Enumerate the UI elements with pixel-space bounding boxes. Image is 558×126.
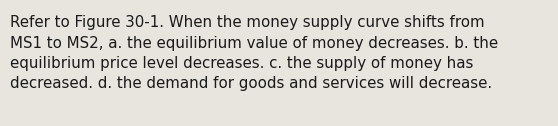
- Text: Refer to Figure 30-1. When the money supply curve shifts from
MS1 to MS2, a. the: Refer to Figure 30-1. When the money sup…: [10, 15, 498, 91]
